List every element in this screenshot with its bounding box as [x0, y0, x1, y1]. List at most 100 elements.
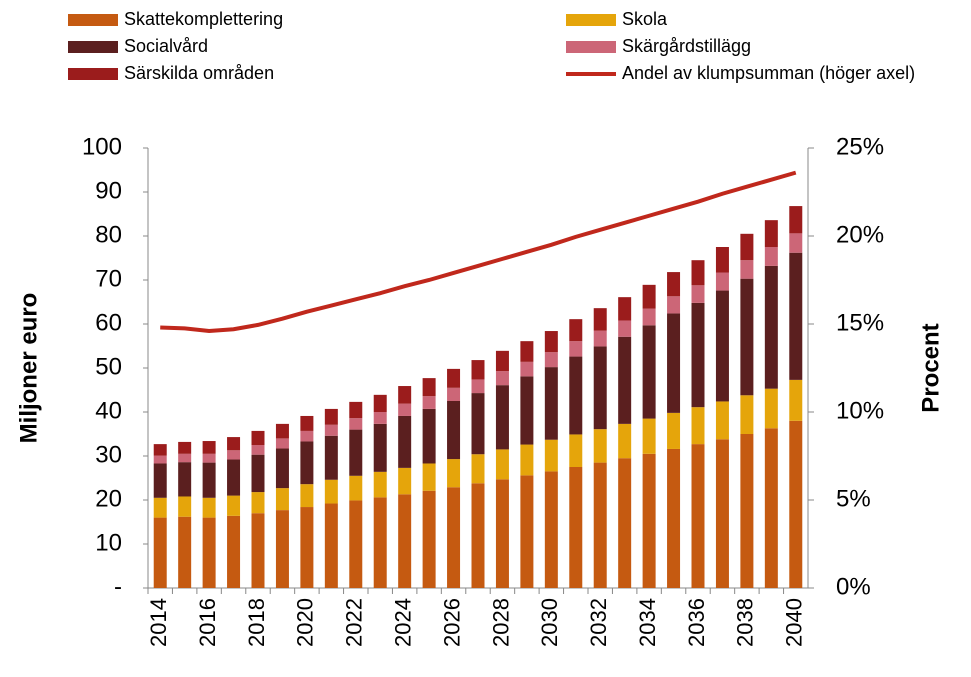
bar-segment: [300, 507, 314, 588]
bar-segment: [691, 260, 705, 286]
bar-segment: [153, 444, 167, 456]
bar-segment: [202, 441, 216, 454]
legend-swatch: [566, 41, 616, 53]
bar-segment: [715, 247, 729, 273]
y-tick-label: 50: [95, 353, 122, 380]
bar-segment: [324, 479, 338, 504]
legend-label: Socialvård: [124, 36, 208, 56]
bar-segment: [251, 513, 265, 588]
bar-segment: [275, 423, 289, 439]
x-tick-label: 2040: [782, 598, 807, 647]
legend-swatch: [566, 14, 616, 26]
bar-segment: [373, 497, 387, 588]
x-tick-label: 2020: [293, 598, 318, 647]
bar-segment: [349, 500, 363, 588]
bar-segment: [202, 462, 216, 498]
y-tick-label: 90: [95, 177, 122, 204]
x-tick-label: 2034: [635, 598, 660, 647]
bar-segment: [227, 495, 241, 516]
bar-segment: [715, 401, 729, 440]
bar-segment: [153, 455, 167, 464]
y2-tick-label: 25%: [836, 133, 884, 160]
bar-segment: [398, 467, 412, 495]
bar-segment: [373, 394, 387, 412]
bar-segment: [495, 449, 509, 480]
x-tick-label: 2028: [488, 598, 513, 647]
bar-segment: [593, 330, 607, 347]
bar-segment: [422, 378, 436, 397]
bar-segment: [251, 445, 265, 455]
bar-segment: [691, 407, 705, 445]
bar-segment: [789, 379, 803, 421]
bar-segment: [202, 497, 216, 518]
legend-label: Andel av klumpsumman (höger axel): [622, 63, 915, 83]
bar-segment: [667, 313, 681, 413]
bar-segment: [227, 459, 241, 496]
bar-segment: [178, 441, 192, 454]
bar-segment: [153, 517, 167, 588]
bar-segment: [300, 441, 314, 485]
bar-segment: [227, 437, 241, 451]
bar-segment: [618, 336, 632, 424]
bar-segment: [275, 488, 289, 511]
y2-tick-label: 10%: [836, 397, 884, 424]
bar-segment: [569, 467, 583, 588]
bar-segment: [569, 341, 583, 357]
bar-segment: [398, 403, 412, 416]
bar-segment: [789, 206, 803, 234]
bar-segment: [495, 350, 509, 372]
y-tick-label: 30: [95, 441, 122, 468]
bar-segment: [422, 490, 436, 588]
legend-swatch: [68, 14, 118, 26]
y-tick-label: 80: [95, 221, 122, 248]
bar-segment: [740, 233, 754, 261]
bar-segment: [300, 415, 314, 431]
y-tick-label: 40: [95, 397, 122, 424]
bar-segment: [764, 428, 778, 588]
bar-segment: [715, 272, 729, 291]
x-tick-label: 2038: [733, 598, 758, 647]
bar-segment: [251, 454, 265, 493]
bar-segment: [544, 352, 558, 368]
bar-segment: [300, 484, 314, 508]
bar-segment: [569, 319, 583, 342]
bar-segment: [447, 487, 461, 588]
bar-segment: [227, 515, 241, 588]
bar-segment: [447, 368, 461, 388]
bar-segment: [642, 284, 656, 309]
x-tick-label: 2036: [684, 598, 709, 647]
legend-swatch: [68, 68, 118, 80]
bar-segment: [349, 418, 363, 430]
bar-segment: [618, 458, 632, 588]
bar-segment: [422, 408, 436, 464]
legend-label: Skattekomplettering: [124, 9, 283, 29]
bar-segment: [324, 424, 338, 436]
y2-tick-label: 0%: [836, 573, 871, 600]
x-tick-label: 2016: [195, 598, 220, 647]
bar-segment: [593, 308, 607, 331]
bar-segment: [349, 475, 363, 501]
bar-segment: [520, 444, 534, 476]
bar-segment: [520, 475, 534, 588]
line: [160, 170, 797, 334]
bar-segment: [178, 516, 192, 588]
bar-segment: [471, 454, 485, 484]
bar-segment: [715, 439, 729, 588]
legend-label: Skärgårdstillägg: [622, 36, 751, 56]
bar-segment: [373, 471, 387, 498]
legend-label: Särskilda områden: [124, 63, 274, 83]
bar-segment: [667, 272, 681, 297]
bar-segment: [349, 401, 363, 419]
bar-segment: [544, 439, 558, 472]
y2-axis-title: Procent: [917, 323, 944, 412]
bar-segment: [471, 483, 485, 588]
y-tick-label: 70: [95, 265, 122, 292]
bar-segment: [544, 471, 558, 588]
bar-segment: [178, 462, 192, 497]
bar-segment: [618, 320, 632, 337]
y-tick-label: -: [114, 573, 122, 600]
bar-segment: [642, 418, 656, 454]
bar-segment: [300, 430, 314, 442]
bar-segment: [764, 388, 778, 429]
bar-segment: [495, 385, 509, 450]
